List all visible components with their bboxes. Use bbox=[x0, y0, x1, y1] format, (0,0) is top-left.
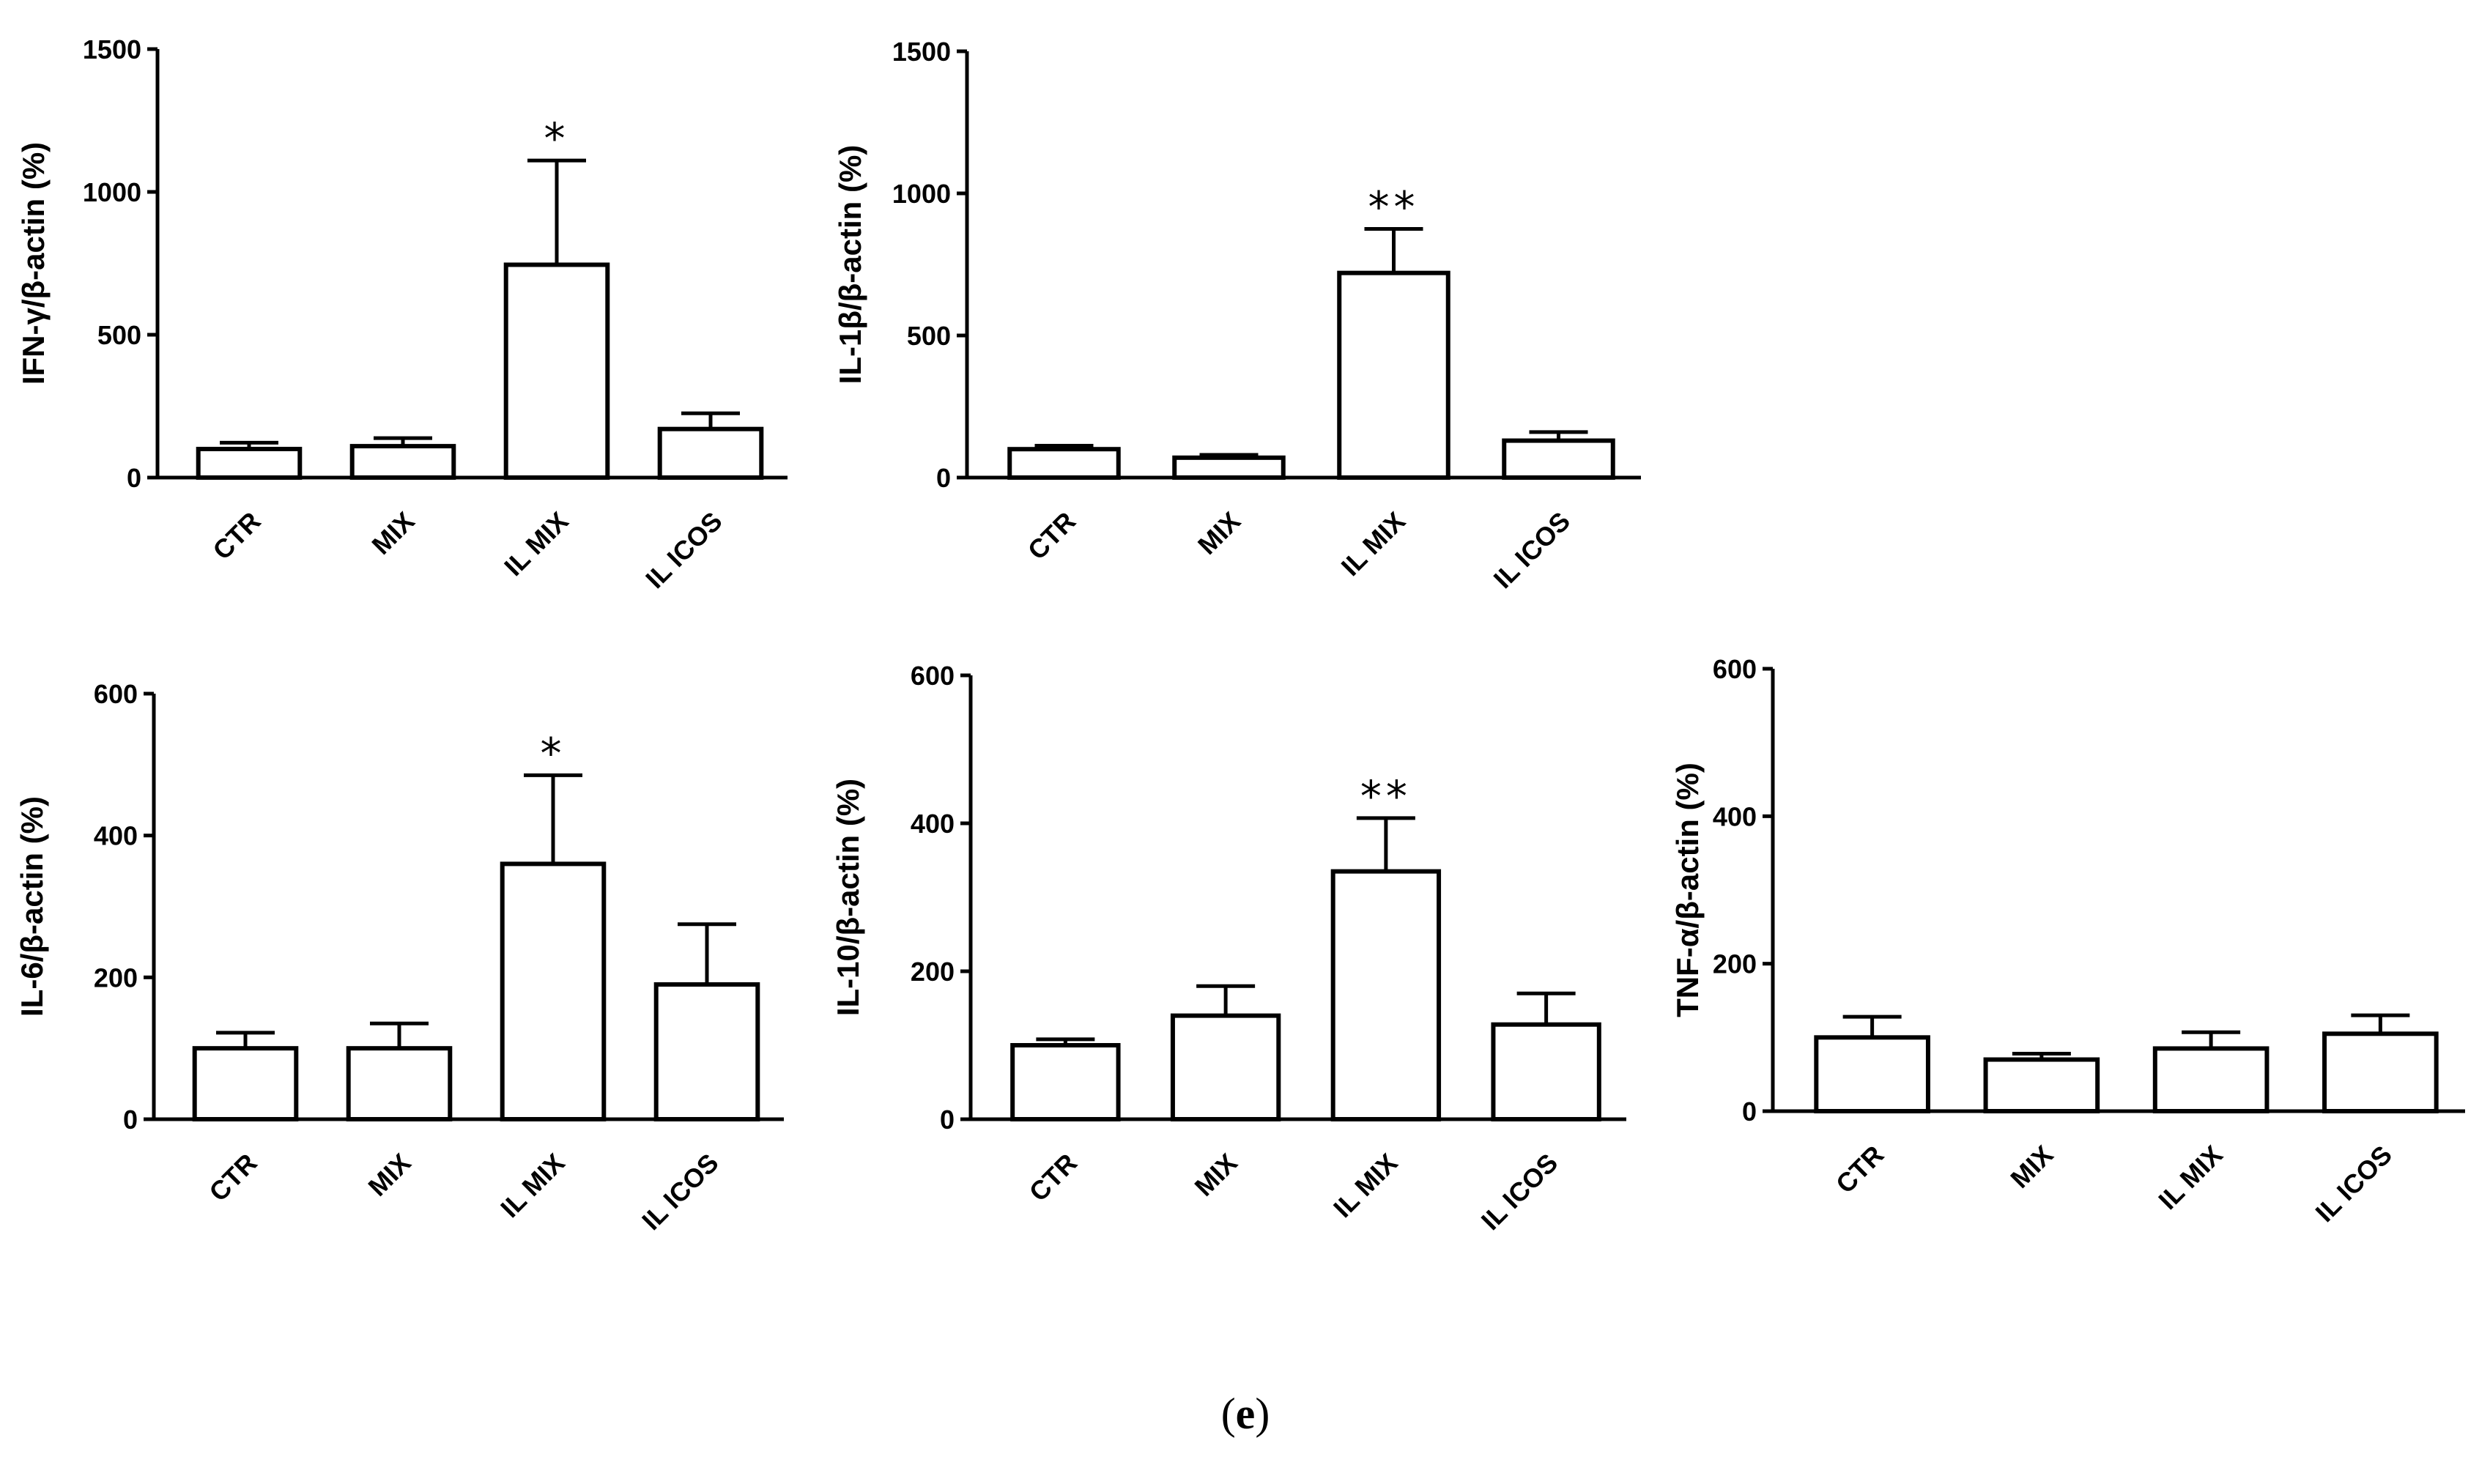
x-tick-label: IL ICOS bbox=[2310, 1140, 2398, 1228]
significance-marker: ** bbox=[1368, 182, 1420, 232]
bar-il-icos bbox=[1491, 1022, 1601, 1121]
y-tick-label: 600 bbox=[94, 679, 138, 709]
chart-panels: 0 500 1000 1500 IFN-γ/β-actin (%) CTR MIX * IL M… bbox=[15, 34, 2465, 1236]
x-tick-label: MIX bbox=[2004, 1140, 2059, 1194]
bar-il-icos bbox=[1502, 438, 1615, 480]
y-tick-label: 200 bbox=[1713, 949, 1757, 979]
bar-ctr bbox=[1007, 447, 1121, 481]
bar-il-mix bbox=[500, 861, 607, 1122]
x-tick-label: MIX bbox=[1192, 506, 1246, 560]
chart-panel-5: 0 200 400 600 TNF-α/β-actin (%) CTR MIX IL MIX I… bbox=[1670, 654, 2465, 1228]
y-tick-label: 0 bbox=[936, 463, 951, 493]
y-tick-label: 1000 bbox=[892, 179, 951, 209]
y-axis-title: IL-1β/β-actin (%) bbox=[833, 145, 867, 385]
bar-mix bbox=[346, 1046, 453, 1121]
bar-mix bbox=[349, 444, 456, 480]
y-tick-label: 400 bbox=[911, 809, 955, 839]
y-axis-title: TNF-α/β-actin (%) bbox=[1670, 763, 1705, 1017]
bar-ctr bbox=[1010, 1043, 1121, 1121]
x-tick-label: CTR bbox=[1022, 506, 1081, 565]
y-tick-label: 500 bbox=[97, 320, 141, 350]
bar-il-icos bbox=[2322, 1031, 2439, 1114]
x-tick-label: MIX bbox=[362, 1148, 416, 1202]
x-tick-label: IL ICOS bbox=[1475, 1148, 1563, 1236]
y-tick-label: 0 bbox=[123, 1105, 138, 1135]
bar-ctr bbox=[192, 1046, 299, 1121]
y-axis-title: IL-6/β-actin (%) bbox=[15, 796, 49, 1017]
x-tick-label: IL MIX bbox=[498, 506, 574, 582]
bar-il-mix bbox=[1330, 869, 1442, 1122]
bar-il-mix bbox=[1337, 270, 1450, 480]
y-tick-label: 200 bbox=[911, 957, 955, 987]
bar-ctr bbox=[1814, 1035, 1930, 1114]
y-tick-label: 600 bbox=[1713, 654, 1757, 684]
x-tick-label: IL MIX bbox=[2152, 1140, 2228, 1215]
significance-marker: * bbox=[541, 728, 566, 778]
x-tick-label: CTR bbox=[203, 1148, 262, 1207]
chart-panel-4: 0 200 400 600 IL-10/β-actin (%) CTR MIX ** IL MI… bbox=[831, 661, 1626, 1236]
x-tick-label: CTR bbox=[1023, 1148, 1083, 1207]
y-tick-label: 500 bbox=[907, 321, 951, 351]
x-tick-label: MIX bbox=[1189, 1148, 1243, 1202]
y-tick-label: 400 bbox=[94, 821, 138, 851]
significance-marker: * bbox=[544, 114, 570, 163]
x-tick-label: IL ICOS bbox=[1488, 506, 1576, 594]
x-tick-label: MIX bbox=[366, 506, 420, 560]
bar-il-mix bbox=[2152, 1046, 2269, 1114]
y-axis-title: IFN-γ/β-actin (%) bbox=[16, 142, 51, 385]
significance-marker: ** bbox=[1360, 771, 1412, 821]
x-tick-label: CTR bbox=[207, 506, 266, 565]
y-tick-label: 1000 bbox=[83, 177, 141, 207]
chart-panel-1: 0 500 1000 1500 IFN-γ/β-actin (%) CTR MIX * IL M… bbox=[16, 34, 788, 594]
bar-il-icos bbox=[653, 982, 760, 1122]
bar-mix bbox=[1983, 1057, 2100, 1113]
bar-il-icos bbox=[657, 426, 764, 481]
x-tick-label: IL MIX bbox=[494, 1148, 570, 1223]
x-tick-label: IL MIX bbox=[1335, 506, 1411, 582]
x-tick-label: IL ICOS bbox=[640, 506, 727, 594]
bar-mix bbox=[1172, 455, 1286, 481]
x-tick-label: CTR bbox=[1830, 1140, 1889, 1199]
y-tick-label: 400 bbox=[1713, 801, 1757, 831]
y-tick-label: 1500 bbox=[83, 34, 141, 64]
x-tick-label: IL MIX bbox=[1327, 1148, 1403, 1223]
y-tick-label: 0 bbox=[940, 1105, 955, 1135]
y-tick-label: 0 bbox=[127, 463, 141, 493]
y-tick-label: 200 bbox=[94, 962, 138, 993]
y-tick-label: 1500 bbox=[892, 37, 951, 67]
bar-il-mix bbox=[503, 262, 610, 480]
chart-panel-3: 0 200 400 600 IL-6/β-actin (%) CTR MIX * IL MIX I… bbox=[15, 679, 784, 1236]
chart-panel-2: 0 500 1000 1500 IL-1β/β-actin (%) CTR MIX ** IL … bbox=[833, 37, 1641, 594]
figure-caption: (e) bbox=[1221, 1390, 1270, 1438]
y-axis-title: IL-10/β-actin (%) bbox=[831, 779, 865, 1016]
y-tick-label: 600 bbox=[911, 661, 955, 691]
x-tick-label: IL ICOS bbox=[636, 1148, 724, 1236]
bar-mix bbox=[1170, 1013, 1281, 1121]
y-tick-label: 0 bbox=[1742, 1097, 1757, 1127]
bar-ctr bbox=[196, 447, 303, 480]
